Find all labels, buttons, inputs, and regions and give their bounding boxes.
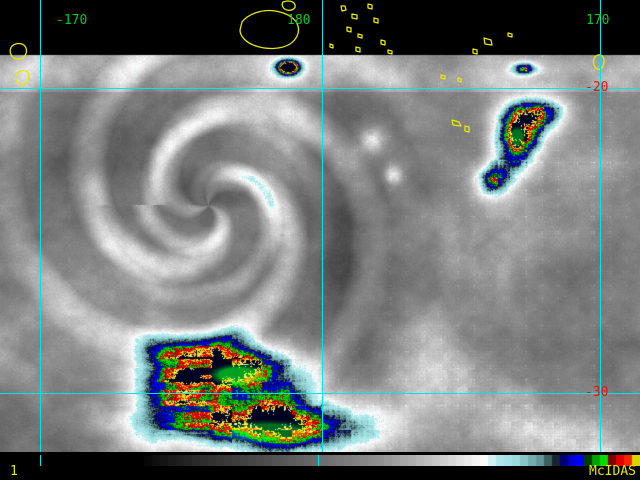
longitude-label-180: 180 [287,13,311,28]
frame-number-label: 1 [10,464,18,479]
latitude-left-tick-1 [0,393,14,394]
latitude-label-south20: -20 [585,80,609,95]
enhancement-ramp-canvas[interactable] [0,455,640,466]
latitude-margin-tick-0 [608,88,638,89]
status-line: 1 0001 HIMAWARI-8 13 13 JAN 22013 124000… [0,464,640,480]
mcidas-brand-label: McIDAS [589,464,636,479]
latitude-label-south30: -30 [585,385,609,400]
satellite-image-canvas[interactable] [0,0,640,452]
enhancement-tick-1 [318,455,319,466]
latitude-left-tick-0 [0,88,14,89]
enhancement-tick-0 [40,455,41,466]
latitude-margin-tick-1 [608,393,638,394]
longitude-label-east170: 170 [586,13,610,28]
longitude-label-west170: -170 [56,13,88,28]
enhancement-color-bar[interactable] [0,455,640,466]
